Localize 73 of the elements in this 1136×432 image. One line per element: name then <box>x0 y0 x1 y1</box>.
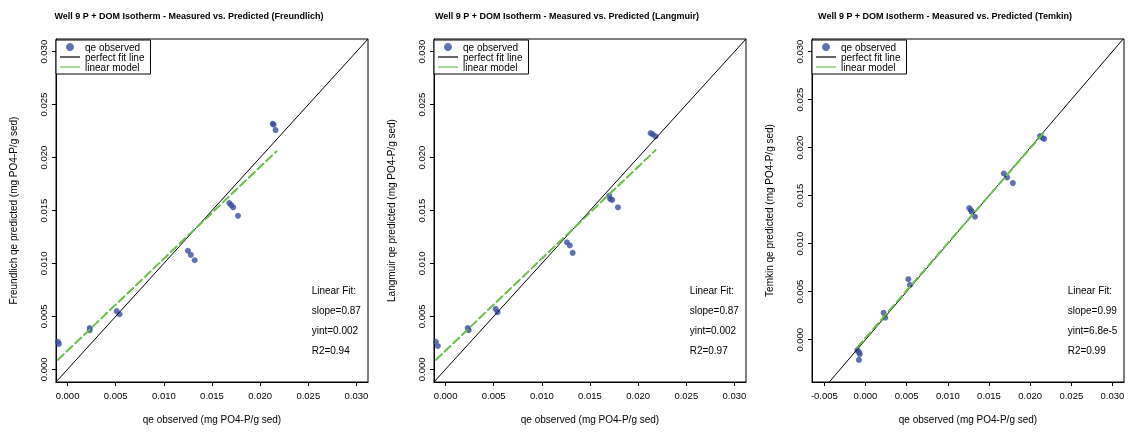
legend-label: perfect fit line <box>463 51 523 63</box>
y-axis-title: Langmuir qe predicted (mg PO4-P/g sed) <box>385 119 397 302</box>
legend-label: perfect fit line <box>85 51 145 63</box>
y-tick-label: 0.005 <box>793 279 805 304</box>
y-tick-label: 0.000 <box>37 357 49 382</box>
x-tick-label: 0.030 <box>1100 389 1125 401</box>
y-tick-label: 0.010 <box>415 251 427 276</box>
x-tick-label: 0.005 <box>481 389 506 401</box>
y-tick-label: 0.010 <box>37 251 49 276</box>
y-tick-label: 0.000 <box>415 357 427 382</box>
legend-label: linear model <box>85 61 140 73</box>
x-tick-label: 0.025 <box>296 389 321 401</box>
y-tick-label: 0.000 <box>793 327 805 352</box>
x-tick-label: 0.015 <box>977 389 1001 401</box>
y-axis-title: Freundlich qe predicted (mg PO4-P/g sed) <box>7 116 19 305</box>
annotation: Linear Fit: <box>311 285 357 297</box>
chart-title: Well 9 P + DOM Isotherm - Measured vs. Predicted (Temkin) <box>818 10 1072 21</box>
x-tick-label: 0.000 <box>433 389 458 401</box>
chart-title: Well 9 P + DOM Isotherm - Measured vs. Predicted (Langmuir) <box>435 10 699 21</box>
x-tick-label: 0.015 <box>578 389 602 401</box>
x-axis-title: qe observed (mg PO4-P/g sed) <box>142 413 282 425</box>
legend-label: linear model <box>463 61 518 73</box>
legend-label: linear model <box>841 61 896 73</box>
y-tick-label: 0.030 <box>37 39 49 64</box>
y-tick-label: 0.030 <box>793 39 805 64</box>
annotation: R2=0.97 <box>689 345 729 357</box>
y-tick-label: 0.020 <box>793 135 805 160</box>
annotation: Linear Fit: <box>1067 285 1113 297</box>
x-tick-label: 0.005 <box>894 389 919 401</box>
x-tick-label: 0.025 <box>1059 389 1084 401</box>
x-tick-label: 0.000 <box>853 389 878 401</box>
y-tick-label: 0.015 <box>415 198 427 223</box>
y-axis-title: Temkin qe predicted (mg PO4-P/g sed) <box>763 124 775 297</box>
y-tick-label: 0.025 <box>793 87 805 112</box>
x-tick-label: 0.000 <box>55 389 80 401</box>
x-tick-label: 0.010 <box>935 389 960 401</box>
y-tick-label: 0.025 <box>37 92 49 117</box>
y-tick-label: 0.030 <box>415 39 427 64</box>
legend-label: perfect fit line <box>841 51 901 63</box>
x-tick-label: 0.020 <box>1018 389 1043 401</box>
y-tick-label: 0.005 <box>415 304 427 329</box>
annotation: R2=0.94 <box>311 345 351 357</box>
legend-label: qe observed <box>85 41 141 53</box>
annotation: yint=0.002 <box>311 325 359 337</box>
legend-label: qe observed <box>463 41 519 53</box>
x-tick-label: 0.010 <box>151 389 176 401</box>
y-tick-label: 0.020 <box>415 145 427 170</box>
y-tick-label: 0.025 <box>415 92 427 117</box>
x-tick-label: 0.020 <box>626 389 651 401</box>
annotation: slope=0.99 <box>1067 305 1118 317</box>
y-tick-label: 0.015 <box>793 183 805 208</box>
annotation: slope=0.87 <box>311 305 362 317</box>
annotation: Linear Fit: <box>689 285 735 297</box>
y-tick-label: 0.015 <box>37 198 49 223</box>
y-tick-label: 0.005 <box>37 304 49 329</box>
annotation: yint=0.002 <box>689 325 737 337</box>
x-axis-title: qe observed (mg PO4-P/g sed) <box>520 413 660 425</box>
legend-label: qe observed <box>841 41 897 53</box>
x-tick-label: 0.015 <box>200 389 224 401</box>
y-tick-label: 0.010 <box>793 231 805 256</box>
x-tick-label: 0.030 <box>722 389 747 401</box>
annotation: slope=0.87 <box>689 305 740 317</box>
annotation: R2=0.99 <box>1067 345 1107 357</box>
x-axis-title: qe observed (mg PO4-P/g sed) <box>898 413 1038 425</box>
x-tick-label: 0.025 <box>674 389 699 401</box>
chart-title: Well 9 P + DOM Isotherm - Measured vs. Predicted (Freundlich) <box>54 10 324 21</box>
x-tick-label: 0.010 <box>529 389 554 401</box>
y-tick-label: 0.020 <box>37 145 49 170</box>
x-tick-label: 0.005 <box>103 389 128 401</box>
x-tick-label: 0.030 <box>344 389 369 401</box>
annotation: yint=6.8e-5 <box>1067 325 1118 337</box>
x-tick-label: 0.020 <box>248 389 273 401</box>
x-tick-label: -0.005 <box>810 389 838 401</box>
